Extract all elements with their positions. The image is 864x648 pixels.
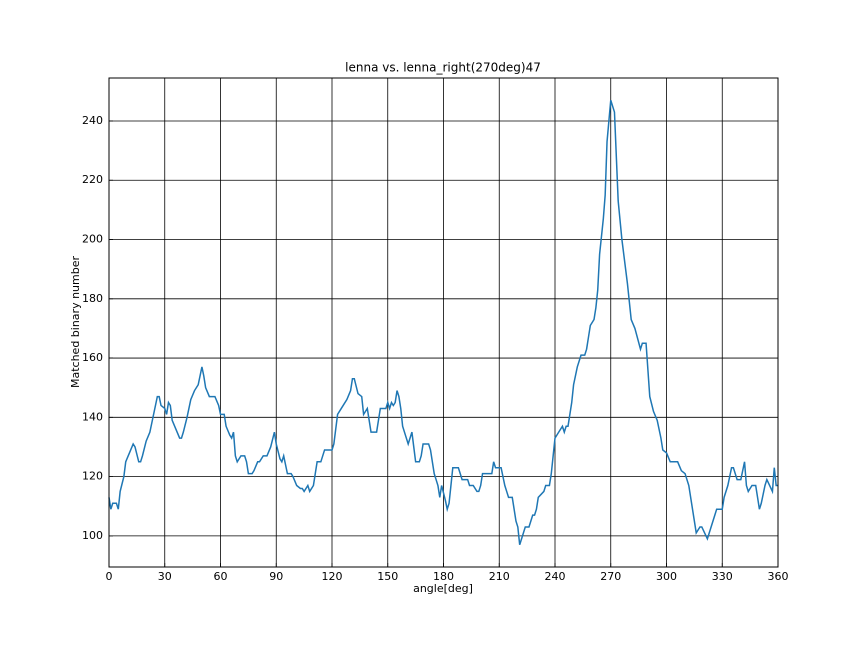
- x-tick-label: 0: [106, 570, 113, 583]
- y-tick-label: 220: [82, 173, 103, 186]
- x-tick-label: 210: [489, 570, 510, 583]
- plot-frame: [108, 77, 779, 568]
- x-tick-label: 90: [269, 570, 283, 583]
- x-tick-label: 270: [600, 570, 621, 583]
- y-tick-label: 100: [82, 529, 103, 542]
- y-tick-label: 140: [82, 410, 103, 423]
- data-line: [108, 100, 778, 545]
- x-axis-label: angle[deg]: [413, 582, 473, 595]
- y-tick-label: 120: [82, 470, 103, 483]
- x-tick-label: 240: [545, 570, 566, 583]
- x-tick-label: 120: [322, 570, 343, 583]
- y-tick-label: 180: [82, 292, 103, 305]
- x-tick-label: 360: [768, 570, 789, 583]
- chart-title: lenna vs. lenna_right(270deg)47: [345, 61, 541, 75]
- x-tick-label: 30: [158, 570, 172, 583]
- y-axis-label: Matched binary number: [69, 256, 82, 388]
- x-tick-label: 330: [712, 570, 733, 583]
- y-tick-label: 240: [82, 114, 103, 127]
- x-tick-label: 300: [656, 570, 677, 583]
- y-tick-label: 200: [82, 233, 103, 246]
- x-tick-label: 180: [433, 570, 454, 583]
- y-tick-label: 160: [82, 351, 103, 364]
- x-tick-label: 150: [377, 570, 398, 583]
- x-tick-label: 60: [214, 570, 228, 583]
